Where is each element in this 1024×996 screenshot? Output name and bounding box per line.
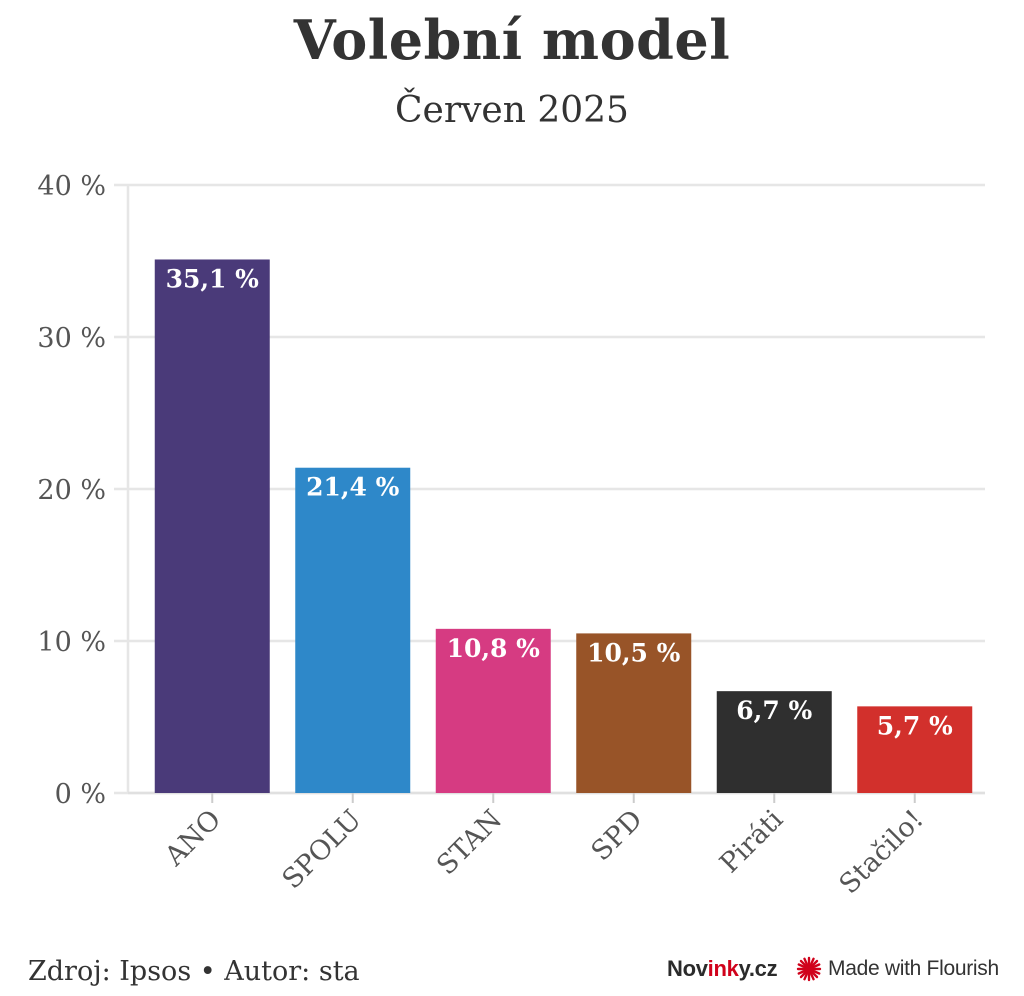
bar-5[interactable] [857,706,973,793]
value-labels: 35,1 % 21,4 % 10,8 % 10,5 % 6,7 % 5,7 % [163,262,955,743]
y-axis-ticks: 0 % 10 % 20 % 30 % 40 % [37,171,106,810]
bar-2[interactable] [435,628,551,793]
x-tick-label: STAN [431,804,508,881]
x-axis-ticks: ANO SPOLU STAN SPD Piráti Stačilo! [158,793,930,900]
x-tick-label: SPD [586,804,649,867]
y-tick-label: 30 % [37,323,106,354]
novinky-logo[interactable]: Novinky.cz [667,956,778,982]
bar-4[interactable] [716,691,832,793]
bar-0[interactable] [154,259,270,794]
value-label: 21,4 % [306,473,400,502]
brand-suffix: y.cz [738,956,778,981]
flourish-badge[interactable]: Made with Flourish [796,954,999,984]
footer-source: Zdroj: Ipsos • Autor: sta [28,956,360,987]
flourish-icon [796,956,822,982]
x-tick-label: Stačilo! [834,804,930,900]
y-tick-label: 40 % [37,171,106,202]
chart-subtitle: Červen 2025 [395,90,629,131]
y-tick-label: 10 % [37,627,106,658]
value-label: 35,1 % [166,264,260,293]
x-tick-label: ANO [158,804,227,873]
value-label: 6,7 % [736,696,812,725]
bar-chart: 0 % 10 % 20 % 30 % 40 % 35,1 % 21,4 % 10,8 % 10… [37,171,985,900]
bars [154,259,973,794]
chart-title: Volební model [293,8,731,72]
bar-3[interactable] [576,633,692,793]
value-label: 10,8 % [447,634,541,663]
value-label: 10,5 % [587,638,681,667]
x-tick-label: Piráti [714,804,789,879]
y-tick-label: 0 % [55,779,106,810]
brand-accent: ink [707,956,739,981]
x-tick-label: SPOLU [276,804,367,895]
flourish-label: Made with Flourish [828,957,999,980]
y-tick-label: 20 % [37,475,106,506]
bar-1[interactable] [295,467,411,793]
brand-prefix: Nov [667,956,708,981]
value-label: 5,7 % [877,711,953,740]
